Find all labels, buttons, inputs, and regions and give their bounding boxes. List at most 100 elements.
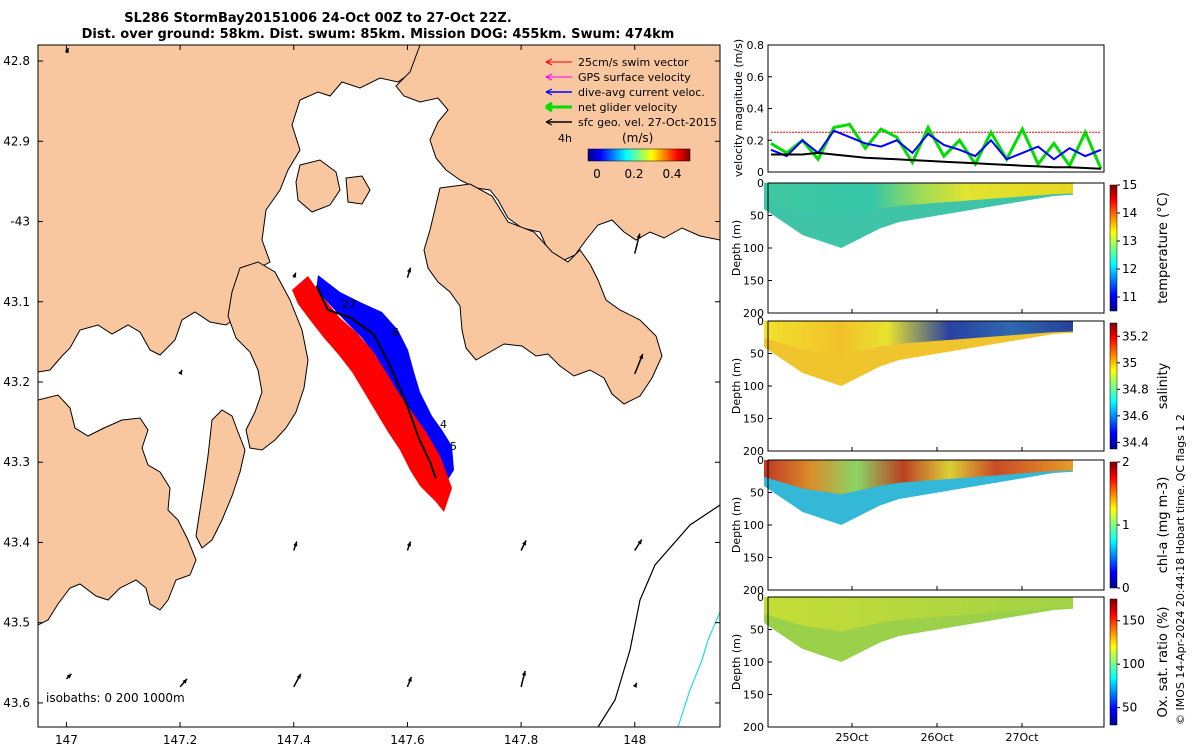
section-xtick-label: 25Oct bbox=[835, 731, 869, 744]
swim-vector-envelope bbox=[292, 276, 452, 512]
map-land bbox=[38, 45, 720, 626]
section-colorbar bbox=[1109, 461, 1118, 589]
map-ytick-label: 42.8 bbox=[3, 54, 30, 68]
section-ytick-label: 100 bbox=[743, 242, 764, 255]
sfc-geo-arrow bbox=[634, 353, 644, 375]
section-ytick-label: 100 bbox=[743, 519, 764, 532]
map-colorbar-tick-1: 0.2 bbox=[624, 167, 643, 181]
glider-track: 27 6 4 5 bbox=[292, 275, 457, 512]
section-ylabel: Depth (m) bbox=[730, 497, 743, 553]
chart-title-line1: SL286 StormBay20151006 24-Oct 00Z to 27-… bbox=[124, 11, 512, 26]
section-ytick-label: 100 bbox=[743, 380, 764, 393]
land-north-islands bbox=[295, 159, 341, 213]
map-ytick-label: 43.1 bbox=[3, 295, 30, 309]
velocity-panel: 0 0.2 0.4 0.6 0.8 velocity magnitude (m/s) bbox=[732, 39, 1105, 179]
section-colorbar bbox=[1109, 322, 1118, 450]
section-ytick-label: 200 bbox=[743, 445, 764, 458]
section-ytick-label: 50 bbox=[750, 348, 764, 361]
section-ytick-label: 150 bbox=[743, 413, 764, 426]
isobath-1000 bbox=[677, 611, 721, 728]
section-ytick-label: 200 bbox=[743, 307, 764, 320]
sfc-geo-arrow bbox=[178, 369, 183, 375]
section-ytick-label: 200 bbox=[743, 721, 764, 734]
section-ytick-label: 0 bbox=[757, 591, 764, 604]
map-xtick-label: 147.2 bbox=[163, 733, 197, 747]
sfc-geo-arrow bbox=[520, 540, 527, 551]
colorbar-tick-label: 100 bbox=[1122, 657, 1145, 671]
velocity-series-sfc_geo bbox=[771, 151, 1102, 170]
section-oxygen: 0 50 100 150 200 Depth (m) 50 100 150 Ox. sat. ra… bbox=[730, 591, 1171, 734]
map-ytick-label: 43.3 bbox=[3, 455, 30, 469]
section-chl-a: 0 50 100 150 200 Depth (m) 0 1 2 chl-a (mg m-3) bbox=[730, 454, 1171, 597]
section-colorbar bbox=[1109, 184, 1118, 312]
map-colorbar bbox=[587, 148, 691, 162]
sfc-geo-arrow bbox=[293, 541, 298, 551]
section-ytick-label: 50 bbox=[750, 210, 764, 223]
glider-path bbox=[315, 285, 437, 479]
section-colorbar bbox=[1109, 598, 1118, 726]
land-north-island2 bbox=[345, 175, 371, 205]
section-ytick-label: 150 bbox=[743, 275, 764, 288]
sfc-geo-arrow bbox=[406, 676, 413, 688]
legend-label-swim: 25cm/s swim vector bbox=[578, 56, 689, 69]
section-surface-field bbox=[764, 597, 1073, 632]
velocity-ticks: 0 0.2 0.4 0.6 0.8 bbox=[747, 39, 772, 179]
legend-label-dive: dive-avg current veloc. bbox=[578, 86, 705, 99]
isobaths-label: isobaths: 0 200 1000m bbox=[46, 691, 185, 705]
map-panel: 27 6 4 5 147 147.2 147.4 147.6 147.8 148 42.8 4… bbox=[3, 44, 721, 747]
colorbar-tick-label: 50 bbox=[1122, 701, 1137, 715]
section-surface-field bbox=[764, 321, 1073, 356]
map-xtick-label: 147.6 bbox=[390, 733, 424, 747]
legend-label-sfc: sfc geo. vel. 27-Oct-2015 bbox=[578, 116, 717, 129]
sfc-geo-arrow bbox=[64, 47, 70, 54]
section-surface-field bbox=[764, 183, 1073, 218]
section-colorbar-label: temperature (°C) bbox=[1156, 192, 1171, 304]
velocity-ytick-label: 0 bbox=[757, 166, 764, 179]
section-colorbar-label: Ox. sat. ratio (%) bbox=[1156, 607, 1171, 718]
section-ylabel: Depth (m) bbox=[730, 220, 743, 276]
colorbar-tick-label: 12 bbox=[1122, 262, 1137, 276]
sfc-geo-arrow bbox=[406, 267, 412, 278]
velocity-ylabel: velocity magnitude (m/s) bbox=[732, 39, 745, 177]
section-ytick-label: 0 bbox=[757, 315, 764, 328]
section-ytick-label: 150 bbox=[743, 689, 764, 702]
map-xtick-label: 147.8 bbox=[504, 733, 538, 747]
land-east-peninsula bbox=[423, 183, 663, 405]
time-marker-1: 6 bbox=[392, 326, 399, 339]
colorbar-tick-label: 150 bbox=[1122, 614, 1145, 628]
colorbar-tick-label: 34.6 bbox=[1122, 409, 1149, 423]
sfc-geo-arrows bbox=[64, 47, 644, 688]
map-ytick-label: 43.4 bbox=[3, 535, 30, 549]
section-surface-field bbox=[764, 460, 1073, 495]
section-ytick-label: 200 bbox=[743, 584, 764, 597]
map-ytick-label: -43 bbox=[10, 215, 30, 229]
legend-label-gps: GPS surface velocity bbox=[578, 71, 691, 84]
velocity-ytick-label: 0.6 bbox=[747, 71, 765, 84]
map-xtick-label: 147.4 bbox=[277, 733, 311, 747]
colorbar-tick-label: 11 bbox=[1122, 290, 1137, 304]
colorbar-tick-label: 34.8 bbox=[1122, 382, 1149, 396]
colorbar-tick-label: 35 bbox=[1122, 356, 1137, 370]
velocity-series-dive_avg_current bbox=[770, 129, 1102, 161]
sfc-geo-arrow bbox=[292, 272, 297, 278]
section-ytick-label: 0 bbox=[757, 454, 764, 467]
section-colorbar-label: salinity bbox=[1156, 362, 1171, 409]
section-ytick-label: 50 bbox=[750, 624, 764, 637]
map-colorbar-label: (m/s) bbox=[622, 131, 653, 145]
section-ytick-label: 100 bbox=[743, 656, 764, 669]
section-colorbar-label: chl-a (mg m-3) bbox=[1156, 477, 1171, 574]
sfc-geo-arrow bbox=[293, 673, 302, 688]
map-ytick-label: 42.9 bbox=[3, 134, 30, 148]
section-ylabel: Depth (m) bbox=[730, 634, 743, 690]
velocity-ytick-label: 0.4 bbox=[747, 103, 765, 116]
map-frame bbox=[37, 44, 721, 728]
footer-credit: © IMOS 14-Apr-2024 20:44:18 Hobart time.… bbox=[1174, 414, 1187, 725]
sfc-geo-arrow bbox=[632, 682, 638, 688]
map-colorbar-tick-0: 0 bbox=[593, 167, 601, 181]
section-ylabel: Depth (m) bbox=[730, 358, 743, 414]
map-ytick-label: 43.6 bbox=[3, 696, 30, 710]
map-colorbar-tick-2: 0.4 bbox=[662, 167, 681, 181]
velocity-ytick-label: 0.2 bbox=[747, 134, 765, 147]
colorbar-tick-label: 35.2 bbox=[1122, 329, 1149, 343]
